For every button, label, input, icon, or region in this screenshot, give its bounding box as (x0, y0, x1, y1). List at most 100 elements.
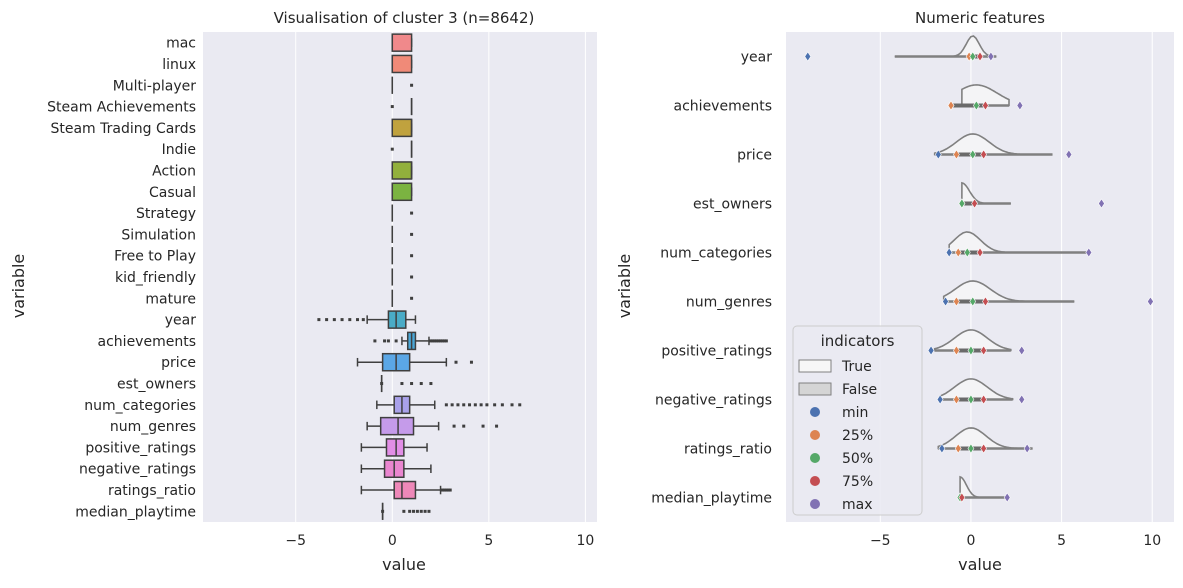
legend-swatch (798, 382, 832, 396)
indicator-point-min (927, 345, 935, 356)
outlier-point (380, 382, 384, 386)
legend-label: 50% (842, 451, 873, 467)
outlier-point (317, 318, 321, 322)
indicator-point-75 (976, 247, 984, 258)
indicator-point-75 (980, 149, 987, 160)
outlier-point (394, 339, 398, 343)
violin-shape (939, 378, 1014, 401)
left-y-tick-label: Indie (162, 142, 196, 158)
outlier-point (419, 509, 423, 513)
right-chart-title: Numeric features (915, 9, 1045, 27)
box-negative-ratings (360, 459, 432, 479)
left-y-tick-label: mature (145, 291, 196, 307)
outlier-point (410, 254, 414, 258)
indicator-point-25 (953, 345, 960, 356)
outlier-point (410, 275, 414, 279)
outlier-point (325, 318, 329, 322)
box-iqr (391, 33, 413, 52)
outlier-point (500, 403, 504, 407)
outlier-point (481, 424, 485, 428)
indicator-point-min (942, 296, 949, 307)
right-violin-panel: Numeric features year achievements price es… (615, 9, 1174, 574)
box-casual (391, 182, 413, 202)
left-x-tick-label: −5 (285, 533, 306, 549)
outlier-point (485, 403, 489, 407)
legend-dot (810, 407, 820, 417)
box-iqr (387, 310, 407, 329)
box-simulation (391, 225, 414, 243)
indicator-point-25 (953, 149, 960, 160)
right-x-axis-label: value (958, 555, 1002, 574)
box-iqr (393, 480, 417, 500)
indicator-point-max (1147, 296, 1154, 307)
legend-dot (810, 453, 820, 463)
violin-ratings-ratio (937, 427, 1033, 454)
outlier-point (400, 382, 404, 386)
legend-dot (810, 476, 820, 486)
indicator-point-max (1085, 247, 1093, 258)
box-iqr (385, 438, 405, 457)
legend-item-false: False (798, 382, 877, 398)
violin-num-genres (942, 280, 1154, 307)
right-violin-marks (804, 35, 1154, 503)
indicator-point-max (1065, 149, 1073, 160)
outlier-point (415, 509, 419, 513)
outlier-point (439, 339, 443, 343)
left-y-tick-label: Multi-player (113, 78, 197, 94)
legend-item-50: 50% (810, 451, 873, 467)
right-y-tick-label: negative_ratings (655, 393, 772, 409)
indicator-point-min (945, 247, 953, 258)
outlier-point (468, 403, 472, 407)
outlier-point (450, 403, 454, 407)
outlier-point (442, 488, 446, 492)
legend-label: max (842, 497, 873, 513)
outlier-point (423, 509, 427, 513)
indicator-point-25 (947, 100, 955, 111)
legend-item-25: 25% (810, 428, 873, 444)
box-ratings-ratio (360, 480, 452, 500)
legend-title: indicators (821, 332, 895, 350)
outlier-point (495, 424, 499, 428)
left-y-tick-label: Steam Achievements (47, 100, 196, 116)
indicator-point-75 (980, 443, 987, 454)
outlier-point (332, 318, 336, 322)
right-x-tick-label: 0 (966, 533, 975, 549)
indicator-point-max (1003, 492, 1011, 503)
box-positive-ratings (360, 438, 428, 457)
right-y-axis-label: variable (615, 254, 634, 319)
violin-num-categories (945, 231, 1093, 258)
legend-label: True (841, 359, 872, 375)
left-boxplot-panel: Visualisation of cluster 3 (n=8642) mac l… (9, 9, 597, 574)
left-y-tick-label: price (161, 355, 196, 371)
indicator-point-min (936, 394, 944, 405)
outlier-point (383, 339, 387, 343)
outlier-point (518, 403, 522, 407)
outlier-point (361, 318, 365, 322)
outlier-point (444, 488, 448, 492)
violin-negative-ratings (936, 378, 1026, 405)
legend-dot (810, 499, 820, 509)
outlier-point (440, 339, 444, 343)
left-y-tick-label: est_owners (117, 377, 196, 393)
left-y-axis-label: variable (9, 254, 28, 319)
violin-year (804, 35, 997, 62)
box-iqr (391, 182, 413, 202)
left-y-tick-label: Action (152, 163, 196, 179)
violin-est-owners (958, 181, 1105, 209)
outlier-point (456, 403, 460, 407)
right-y-tick-label: est_owners (693, 197, 772, 213)
indicator-point-75 (958, 492, 966, 503)
indicator-point-25 (953, 296, 960, 307)
outlier-point (427, 509, 431, 513)
left-y-tick-label: negative_ratings (79, 462, 196, 478)
right-y-tick-label: ratings_ratio (684, 442, 772, 458)
box-iqr (391, 118, 413, 138)
outlier-point (429, 339, 433, 343)
indicator-point-max (1018, 345, 1026, 356)
box-achievements (373, 331, 448, 351)
left-x-tick-label: 5 (484, 533, 493, 549)
legend-swatch (798, 359, 832, 373)
violin-achievements (947, 84, 1024, 111)
